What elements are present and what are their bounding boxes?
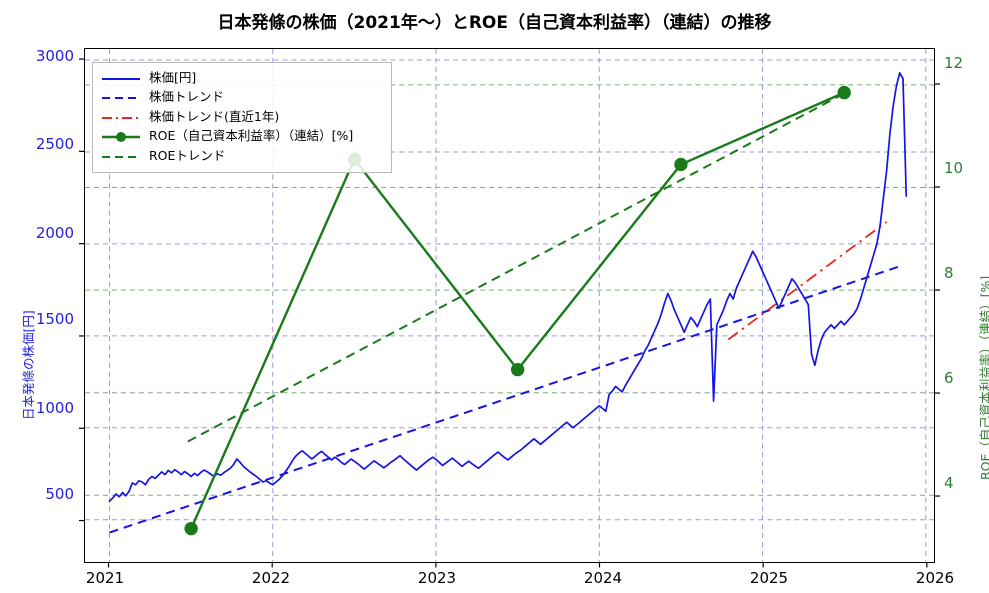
x-tick-2021: 2021 <box>85 569 125 587</box>
legend-label: 株価トレンド <box>149 89 225 105</box>
legend-swatch-icon <box>100 90 142 104</box>
legend-item[interactable]: 株価トレンド(直近1年) <box>100 107 384 127</box>
x-tick-2023: 2023 <box>417 569 457 587</box>
y-left-tick-500: 500 <box>45 485 74 503</box>
y-right-tick-4: 4 <box>944 474 954 492</box>
legend-item[interactable]: ROE（自己資本利益率）（連結）[%] <box>100 127 384 147</box>
legend-label: 株価[円] <box>149 69 197 85</box>
y-right-tick-12: 12 <box>944 54 964 72</box>
roe-data-point <box>674 157 688 172</box>
trendline-price <box>727 221 888 341</box>
roe-data-point <box>510 362 525 377</box>
y-right-tick-8: 8 <box>944 264 954 282</box>
legend-swatch-icon <box>100 129 142 143</box>
y-right-tick-6: 6 <box>944 369 954 387</box>
chart-title: 日本発條の株価（2021年〜）とROE（自己資本利益率）（連結）の推移 <box>217 13 772 33</box>
y-right-tick-10: 10 <box>944 159 964 177</box>
data-layer <box>108 72 908 536</box>
x-tick-2025: 2025 <box>749 569 789 587</box>
legend-item[interactable]: 株価トレンド <box>100 88 384 108</box>
y-left-tick-2000: 2000 <box>35 224 74 242</box>
legend-label: ROE（自己資本利益率）（連結）[%] <box>149 128 354 144</box>
legend-swatch-icon <box>100 149 142 163</box>
legend-item[interactable]: ROEトレンド <box>100 146 384 166</box>
x-tick-2026: 2026 <box>915 569 955 587</box>
x-tick-2022: 2022 <box>251 569 291 587</box>
legend-label: ROEトレンド <box>149 147 226 163</box>
y-left-tick-2500: 2500 <box>35 135 74 153</box>
y-left-tick-1000: 1000 <box>35 399 74 417</box>
stock-price-line <box>108 72 908 503</box>
legend-item[interactable]: 株価[円] <box>100 68 384 88</box>
roe-data-point <box>837 85 851 100</box>
legend-swatch-icon <box>100 110 142 124</box>
legend-label: 株価トレンド(直近1年) <box>149 108 280 124</box>
x-tick-2024: 2024 <box>583 569 623 587</box>
trendline-roe <box>187 91 847 443</box>
y-left-tick-3000: 3000 <box>35 47 74 65</box>
y-left-tick-1500: 1500 <box>35 310 74 328</box>
chart-legend: 株価[円] 株価トレンド株価トレンド(直近1年) ROE（自己資本利益率）（連結）[… <box>92 62 392 173</box>
legend-swatch-icon <box>100 71 142 85</box>
trendline-price <box>109 265 899 534</box>
roe-data-point <box>184 521 198 536</box>
